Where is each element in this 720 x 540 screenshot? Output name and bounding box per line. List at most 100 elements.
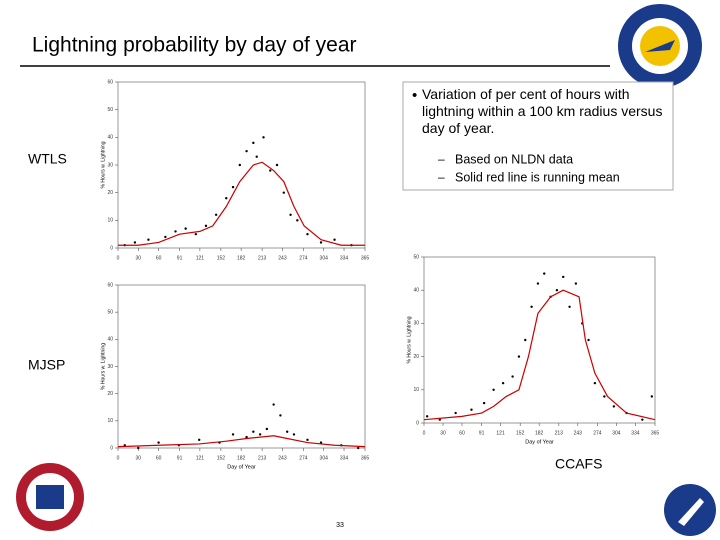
data-point [262, 136, 265, 139]
bullet-dot: • [412, 87, 417, 104]
x-tick-label: 152 [217, 455, 226, 461]
data-point [530, 305, 533, 308]
data-point [157, 441, 160, 444]
bottom-left-logo [16, 463, 84, 531]
dash: – [438, 152, 445, 166]
data-point [511, 375, 514, 378]
x-tick-label: 0 [423, 430, 426, 436]
y-tick-label: 0 [110, 245, 113, 251]
x-tick-label: 91 [479, 430, 485, 436]
y-tick-label: 40 [107, 135, 113, 141]
dash: – [438, 170, 445, 184]
data-point [650, 395, 654, 398]
x-tick-label: 365 [361, 455, 370, 461]
data-point [482, 401, 486, 405]
data-point [255, 155, 258, 158]
x-tick-label: 0 [117, 255, 120, 261]
y-tick-label: 40 [107, 337, 113, 343]
x-tick-label: 152 [516, 430, 525, 436]
y-axis-label: % Hours w. Lightning [100, 141, 106, 188]
x-tick-label: 365 [361, 255, 370, 261]
data-point [225, 197, 228, 200]
data-point [612, 405, 616, 408]
chart-label: WTLS [28, 151, 67, 167]
x-tick-label: 365 [651, 430, 660, 436]
data-point [198, 438, 201, 442]
data-point [296, 219, 299, 222]
data-point [454, 411, 457, 415]
data-point [470, 408, 473, 411]
x-tick-label: 243 [278, 255, 287, 261]
y-tick-label: 10 [107, 418, 113, 424]
subbullet: Based on NLDN data [455, 152, 573, 166]
data-point [641, 418, 644, 421]
data-point [265, 427, 269, 431]
bullet-wrap: Variation of per cent of hours with ligh… [422, 86, 663, 136]
x-tick-label: 152 [217, 255, 226, 261]
x-tick-label: 304 [320, 255, 329, 261]
x-tick-label: 60 [156, 255, 162, 261]
x-tick-label: 274 [299, 255, 308, 261]
data-point [501, 381, 505, 385]
x-tick-label: 334 [340, 255, 349, 261]
x-tick-label: 0 [117, 455, 120, 461]
data-point [524, 338, 527, 342]
data-point [292, 433, 296, 436]
x-tick-label: 30 [440, 430, 446, 436]
y-tick-label: 20 [107, 190, 113, 196]
data-point [425, 415, 429, 418]
y-tick-label: 10 [107, 218, 113, 224]
x-tick-label: 213 [555, 430, 564, 436]
data-point [562, 275, 565, 279]
y-tick-label: 30 [107, 364, 113, 370]
bottom-right-logo [664, 484, 716, 536]
y-tick-label: 50 [413, 254, 419, 260]
y-tick-label: 40 [413, 288, 419, 294]
chart-label: CCAFS [555, 456, 602, 472]
data-point [333, 238, 336, 241]
slide-title: Lightning probability by day of year [32, 34, 357, 57]
x-tick-label: 30 [136, 455, 142, 461]
bullet-text: Variation of per cent of hours with ligh… [422, 86, 663, 136]
y-tick-label: 30 [107, 162, 113, 168]
y-axis-label: % Hours w. Lightning [100, 343, 106, 390]
x-axis-label: Day of Year [525, 439, 554, 445]
running-mean [118, 161, 365, 246]
running-mean [423, 289, 656, 421]
data-point [133, 241, 137, 244]
data-point [269, 169, 272, 172]
data-point [603, 395, 606, 398]
page-number: 33 [336, 522, 344, 529]
data-point [231, 185, 235, 189]
data-point [438, 418, 442, 421]
data-point [357, 446, 360, 450]
data-point [279, 414, 282, 417]
data-point [492, 388, 495, 391]
running-mean [117, 435, 366, 448]
text-box [402, 81, 674, 191]
x-tick-label: 182 [237, 255, 246, 261]
subbullet: Solid red line is running mean [455, 170, 620, 184]
data-point [543, 272, 546, 275]
data-point [587, 338, 590, 342]
data-point [231, 433, 235, 436]
x-tick-label: 243 [278, 455, 287, 461]
data-point [194, 232, 198, 236]
x-tick-label: 121 [496, 430, 505, 436]
x-tick-label: 334 [340, 455, 349, 461]
faa-logo [618, 4, 702, 88]
x-tick-label: 121 [196, 455, 205, 461]
chart-label: MJSP [28, 357, 65, 373]
x-tick-label: 30 [136, 255, 142, 261]
x-tick-label: 60 [459, 430, 465, 436]
data-point [285, 430, 289, 433]
data-point [568, 305, 571, 308]
y-tick-label: 50 [107, 309, 113, 315]
data-point [593, 381, 597, 385]
x-tick-label: 304 [320, 455, 329, 461]
x-tick-label: 274 [299, 455, 308, 461]
data-point [137, 446, 140, 450]
data-point [275, 163, 279, 167]
y-tick-label: 50 [107, 107, 113, 113]
